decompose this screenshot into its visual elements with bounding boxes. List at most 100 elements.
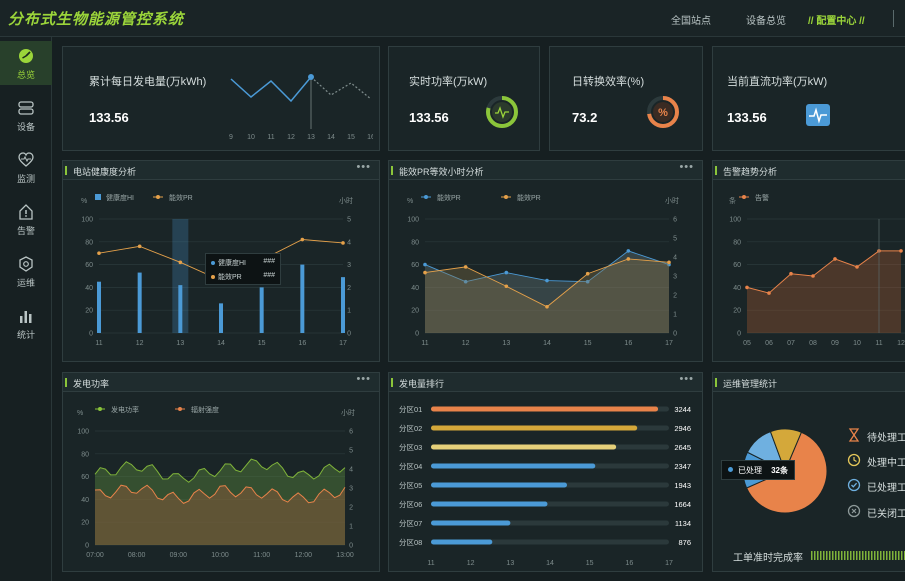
health-x-tick: 12 [136, 340, 144, 347]
alarm-x-tick: 07 [787, 340, 795, 347]
health-bar [259, 287, 264, 333]
alarm-x-tick: 10 [853, 340, 861, 347]
pr-y-tick: 80 [411, 239, 419, 246]
pr-point-0 [463, 279, 468, 284]
ops-panel-title: 运维管理统计 [714, 378, 778, 389]
sidebar-label-overview: 总览 [16, 70, 35, 80]
pr-yr-unit: 小时 [665, 196, 679, 205]
daily-x-tick: 14 [327, 134, 335, 141]
pr-point-0 [504, 270, 509, 275]
sidebar-item-overview[interactable]: 总览 [0, 41, 52, 85]
rank-x-tick: 15 [586, 560, 594, 567]
gen-line-1 [94, 484, 346, 504]
alarm-panel-header: 告警趋势分析 [713, 161, 905, 180]
gen-area-1 [95, 485, 345, 545]
sidebar: 总览 设备 监测 告警 运维 统计 [0, 37, 52, 581]
nav-config-center[interactable]: // 配置中心 // [808, 16, 865, 27]
daily-x-tick: 15 [347, 134, 355, 141]
daily-x-tick: 16 [367, 134, 373, 141]
gen-yr-tick: 1 [349, 524, 353, 531]
clock-icon [847, 453, 861, 467]
kpi-daily-value: 133.56 [89, 110, 129, 125]
legend-alarm-label: 告警 [755, 193, 769, 202]
alarm-y-unit: 条 [729, 196, 736, 205]
daily-x-tick: 10 [247, 134, 255, 141]
health-more-button[interactable]: ••• [356, 161, 371, 173]
hourglass-icon [848, 428, 860, 442]
rank-label: 分区01 [399, 405, 422, 414]
rank-value: 876 [678, 538, 691, 547]
legend-pr1-dot [424, 195, 428, 199]
rank-more-button[interactable]: ••• [679, 373, 694, 385]
alarm-point [811, 274, 815, 278]
alarm-point [855, 265, 859, 269]
health-yr-tick: 1 [347, 308, 351, 315]
health-x-tick: 11 [95, 340, 102, 347]
health-bar [219, 303, 223, 333]
pr-yr-tick: 4 [673, 255, 677, 262]
daily-highlight-point [308, 74, 314, 80]
gen-chart: 0 20 40 60 80 100 0 1 2 3 4 5 6 07:00 08:00 09:00 10:00 1… [77, 405, 355, 559]
gen-yr-tick: 3 [349, 486, 353, 493]
sidebar-label-maintenance: 运维 [16, 278, 35, 288]
alarm-point [833, 257, 837, 261]
health-highlight-band [172, 219, 189, 333]
gen-x-tick: 13:00 [336, 552, 354, 559]
ops-item-processing: 处理中工 [867, 458, 905, 469]
rank-bar [431, 406, 659, 412]
alarm-point [745, 285, 749, 290]
alarm-line [746, 250, 901, 294]
daily-line-solid [230, 76, 312, 103]
dc-power-icon [806, 104, 830, 126]
top-header: 分布式生物能源管控系统 全国站点 设备总览 // 配置中心 // [0, 0, 905, 37]
legend-pr1-label: 能效PR [437, 193, 461, 202]
kpi-power-card: 实时功率(万kW) 133.56 [388, 46, 540, 151]
health-x-tick: 17 [339, 340, 347, 347]
ops-pie-slice [769, 428, 803, 473]
sidebar-item-monitor[interactable]: 监测 [0, 145, 52, 189]
sidebar-item-statistics[interactable]: 统计 [0, 301, 52, 345]
nav-device-overview[interactable]: 设备总览 [746, 16, 786, 27]
alarm-point [899, 249, 903, 253]
pr-y-tick: 40 [411, 285, 419, 292]
pr-point-1 [504, 284, 509, 289]
legend-pr-dot [156, 195, 160, 199]
ops-tooltip: 已处理 32条 [721, 460, 795, 480]
rank-bar [431, 444, 617, 450]
gen-y-tick: 100 [77, 429, 89, 436]
health-yr-tick: 3 [347, 262, 351, 269]
rank-value: 2946 [674, 424, 691, 433]
power-gauge-icon [486, 96, 518, 128]
ops-tooltip-label: 已处理 [738, 466, 762, 475]
gen-y-unit: % [77, 410, 83, 417]
rank-bar [431, 482, 568, 488]
efficiency-gauge-icon: % [647, 96, 679, 128]
pr-point-1 [585, 271, 590, 276]
alarm-point [789, 271, 793, 276]
pr-more-button[interactable]: ••• [679, 161, 694, 173]
pr-x-tick: 13 [502, 340, 510, 347]
sidebar-item-alarm[interactable]: 告警 [0, 197, 52, 241]
daily-sparkline: 9 10 11 12 13 14 15 16 [229, 74, 373, 141]
gen-more-button[interactable]: ••• [356, 373, 371, 385]
pr-x-tick: 11 [421, 340, 428, 347]
gen-panel-header: 发电功率 ••• [63, 373, 379, 392]
kpi-efficiency-label: 日转换效率(%) [572, 76, 645, 88]
alarm-y-tick: 60 [733, 262, 741, 269]
sidebar-item-maintenance[interactable]: 运维 [0, 249, 52, 293]
health-panel-header: 电站健康度分析 ••• [63, 161, 379, 180]
kpi-power-label: 实时功率(万kW) [409, 76, 488, 88]
kpi-efficiency-card: 日转换效率(%) 73.2 % [549, 46, 703, 151]
sidebar-item-device[interactable]: 设备 [0, 93, 52, 137]
pr-y-unit: % [407, 198, 413, 205]
health-y-tick: 80 [85, 239, 93, 246]
nav-national-sites[interactable]: 全国站点 [671, 16, 711, 27]
health-y-tick: 0 [89, 331, 93, 338]
pr-yr-tick: 1 [673, 312, 677, 319]
monitor-icon [18, 152, 34, 167]
gen-y-tick: 60 [81, 474, 89, 481]
rank-value: 1943 [674, 481, 691, 490]
rank-x-tick: 16 [625, 560, 633, 567]
statistics-icon [20, 311, 32, 323]
